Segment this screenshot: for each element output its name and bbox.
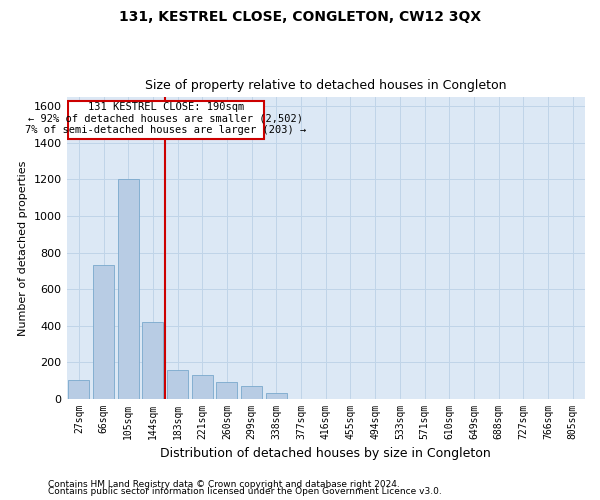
Bar xyxy=(68,380,89,398)
Y-axis label: Number of detached properties: Number of detached properties xyxy=(18,160,28,336)
FancyBboxPatch shape xyxy=(68,101,264,140)
Text: 131 KESTREL CLOSE: 190sqm
← 92% of detached houses are smaller (2,502)
7% of sem: 131 KESTREL CLOSE: 190sqm ← 92% of detac… xyxy=(25,102,307,135)
Title: Size of property relative to detached houses in Congleton: Size of property relative to detached ho… xyxy=(145,79,506,92)
Bar xyxy=(192,375,213,398)
Bar xyxy=(142,322,163,398)
X-axis label: Distribution of detached houses by size in Congleton: Distribution of detached houses by size … xyxy=(160,447,491,460)
Text: Contains public sector information licensed under the Open Government Licence v3: Contains public sector information licen… xyxy=(48,487,442,496)
Bar xyxy=(217,382,238,398)
Text: 131, KESTREL CLOSE, CONGLETON, CW12 3QX: 131, KESTREL CLOSE, CONGLETON, CW12 3QX xyxy=(119,10,481,24)
Bar xyxy=(241,386,262,398)
Bar xyxy=(266,393,287,398)
Bar xyxy=(167,370,188,398)
Bar xyxy=(93,266,114,398)
Text: Contains HM Land Registry data © Crown copyright and database right 2024.: Contains HM Land Registry data © Crown c… xyxy=(48,480,400,489)
Bar xyxy=(118,180,139,398)
